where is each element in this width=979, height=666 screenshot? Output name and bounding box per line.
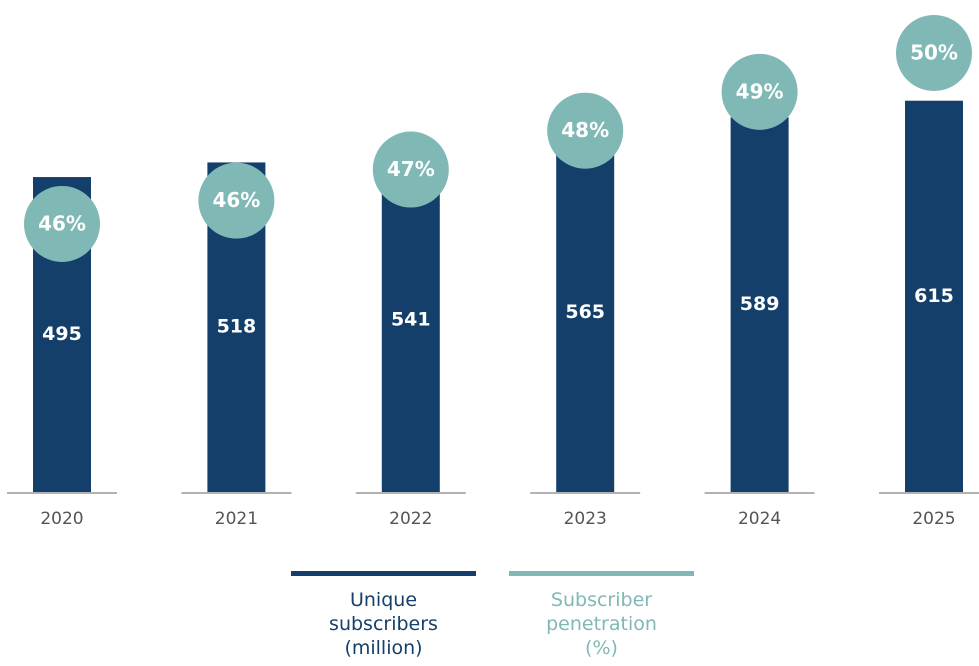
penetration-circle	[547, 92, 624, 169]
bar	[556, 132, 615, 492]
bar	[905, 100, 963, 492]
penetration-circle	[372, 131, 449, 208]
penetration-circle	[896, 15, 972, 91]
x-tick-label: 2022	[389, 509, 432, 529]
penetration-circle	[24, 185, 100, 262]
bar-value-label: 615	[914, 285, 954, 307]
bar-value-label: 518	[217, 316, 257, 338]
penetration-label: 48%	[561, 118, 609, 142]
x-tick-label: 2021	[215, 509, 258, 529]
legend-item: Subscriber penetration (%)	[509, 571, 694, 660]
bar-value-label: 565	[565, 301, 605, 323]
penetration-label: 46%	[38, 211, 86, 235]
x-tick-label: 2025	[912, 509, 955, 529]
x-tick-label: 2020	[40, 509, 83, 529]
bar-value-label: 541	[391, 308, 431, 330]
bar-value-label: 495	[42, 323, 82, 345]
legend-label: Subscriber penetration (%)	[546, 589, 657, 659]
penetration-label: 46%	[212, 188, 260, 212]
penetration-circle	[198, 162, 275, 239]
x-tick-label: 2023	[564, 509, 607, 529]
penetration-label: 47%	[387, 157, 435, 181]
legend-swatch	[509, 571, 694, 576]
x-tick-label: 2024	[738, 509, 781, 529]
legend-item: Unique subscribers (million)	[291, 571, 476, 660]
bar-value-label: 589	[740, 293, 780, 315]
legend-label: Unique subscribers (million)	[329, 589, 438, 659]
penetration-circle	[721, 53, 798, 130]
legend-swatch	[291, 571, 476, 576]
bar	[730, 117, 789, 492]
penetration-label: 49%	[736, 79, 784, 103]
penetration-label: 50%	[910, 41, 958, 65]
